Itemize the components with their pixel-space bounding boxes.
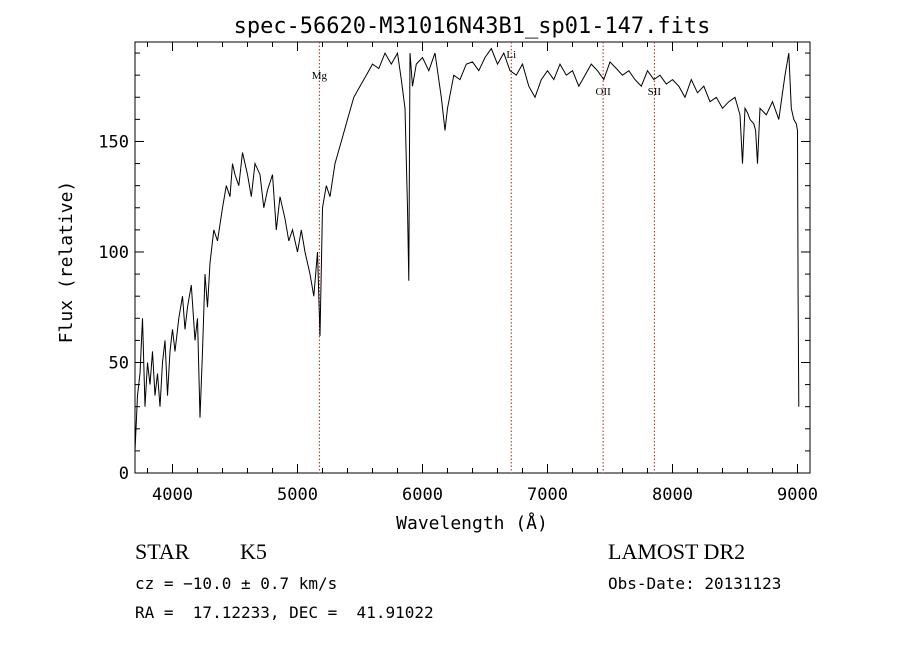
marker-lines: Mg Li OII SII (312, 42, 662, 473)
x-axis-label: Wavelength (Å) (396, 512, 548, 534)
y-axis-label: Flux (relative) (56, 181, 77, 344)
x-tick-label: 4000 (152, 485, 193, 505)
y-tick-label: 100 (98, 243, 129, 263)
x-tick-label: 9000 (777, 485, 818, 505)
survey-name: LAMOST DR2 (608, 539, 746, 564)
ra-dec-text: RA = 17.12233, DEC = 41.91022 (135, 603, 434, 622)
observation-date: Obs-Date: 20131123 (608, 574, 782, 593)
marker-label: OII (595, 86, 611, 98)
x-tick-label: 6000 (402, 485, 443, 505)
object-class: STAR (135, 539, 190, 564)
y-tick-label: 50 (109, 353, 129, 373)
redshift-text: cz = −10.0 ± 0.7 km/s (135, 574, 338, 593)
spectrum-line (134, 47, 800, 451)
x-tick-label: 8000 (652, 485, 693, 505)
y-tick-label: 0 (119, 464, 129, 484)
chart-title: spec-56620-M31016N43B1_sp01-147.fits (234, 14, 711, 39)
axis-ticks (135, 42, 810, 474)
plot-frame (134, 41, 811, 474)
y-tick-label: 150 (98, 132, 129, 152)
marker-label: Mg (312, 70, 328, 82)
marker-label: SII (648, 86, 662, 98)
axis-tick-labels: 4000 5000 6000 7000 8000 9000 0 50 100 150 (98, 132, 818, 505)
object-subclass: K5 (240, 539, 267, 564)
x-tick-label: 7000 (527, 485, 568, 505)
marker-label: Li (506, 49, 516, 61)
x-tick-label: 5000 (277, 485, 318, 505)
